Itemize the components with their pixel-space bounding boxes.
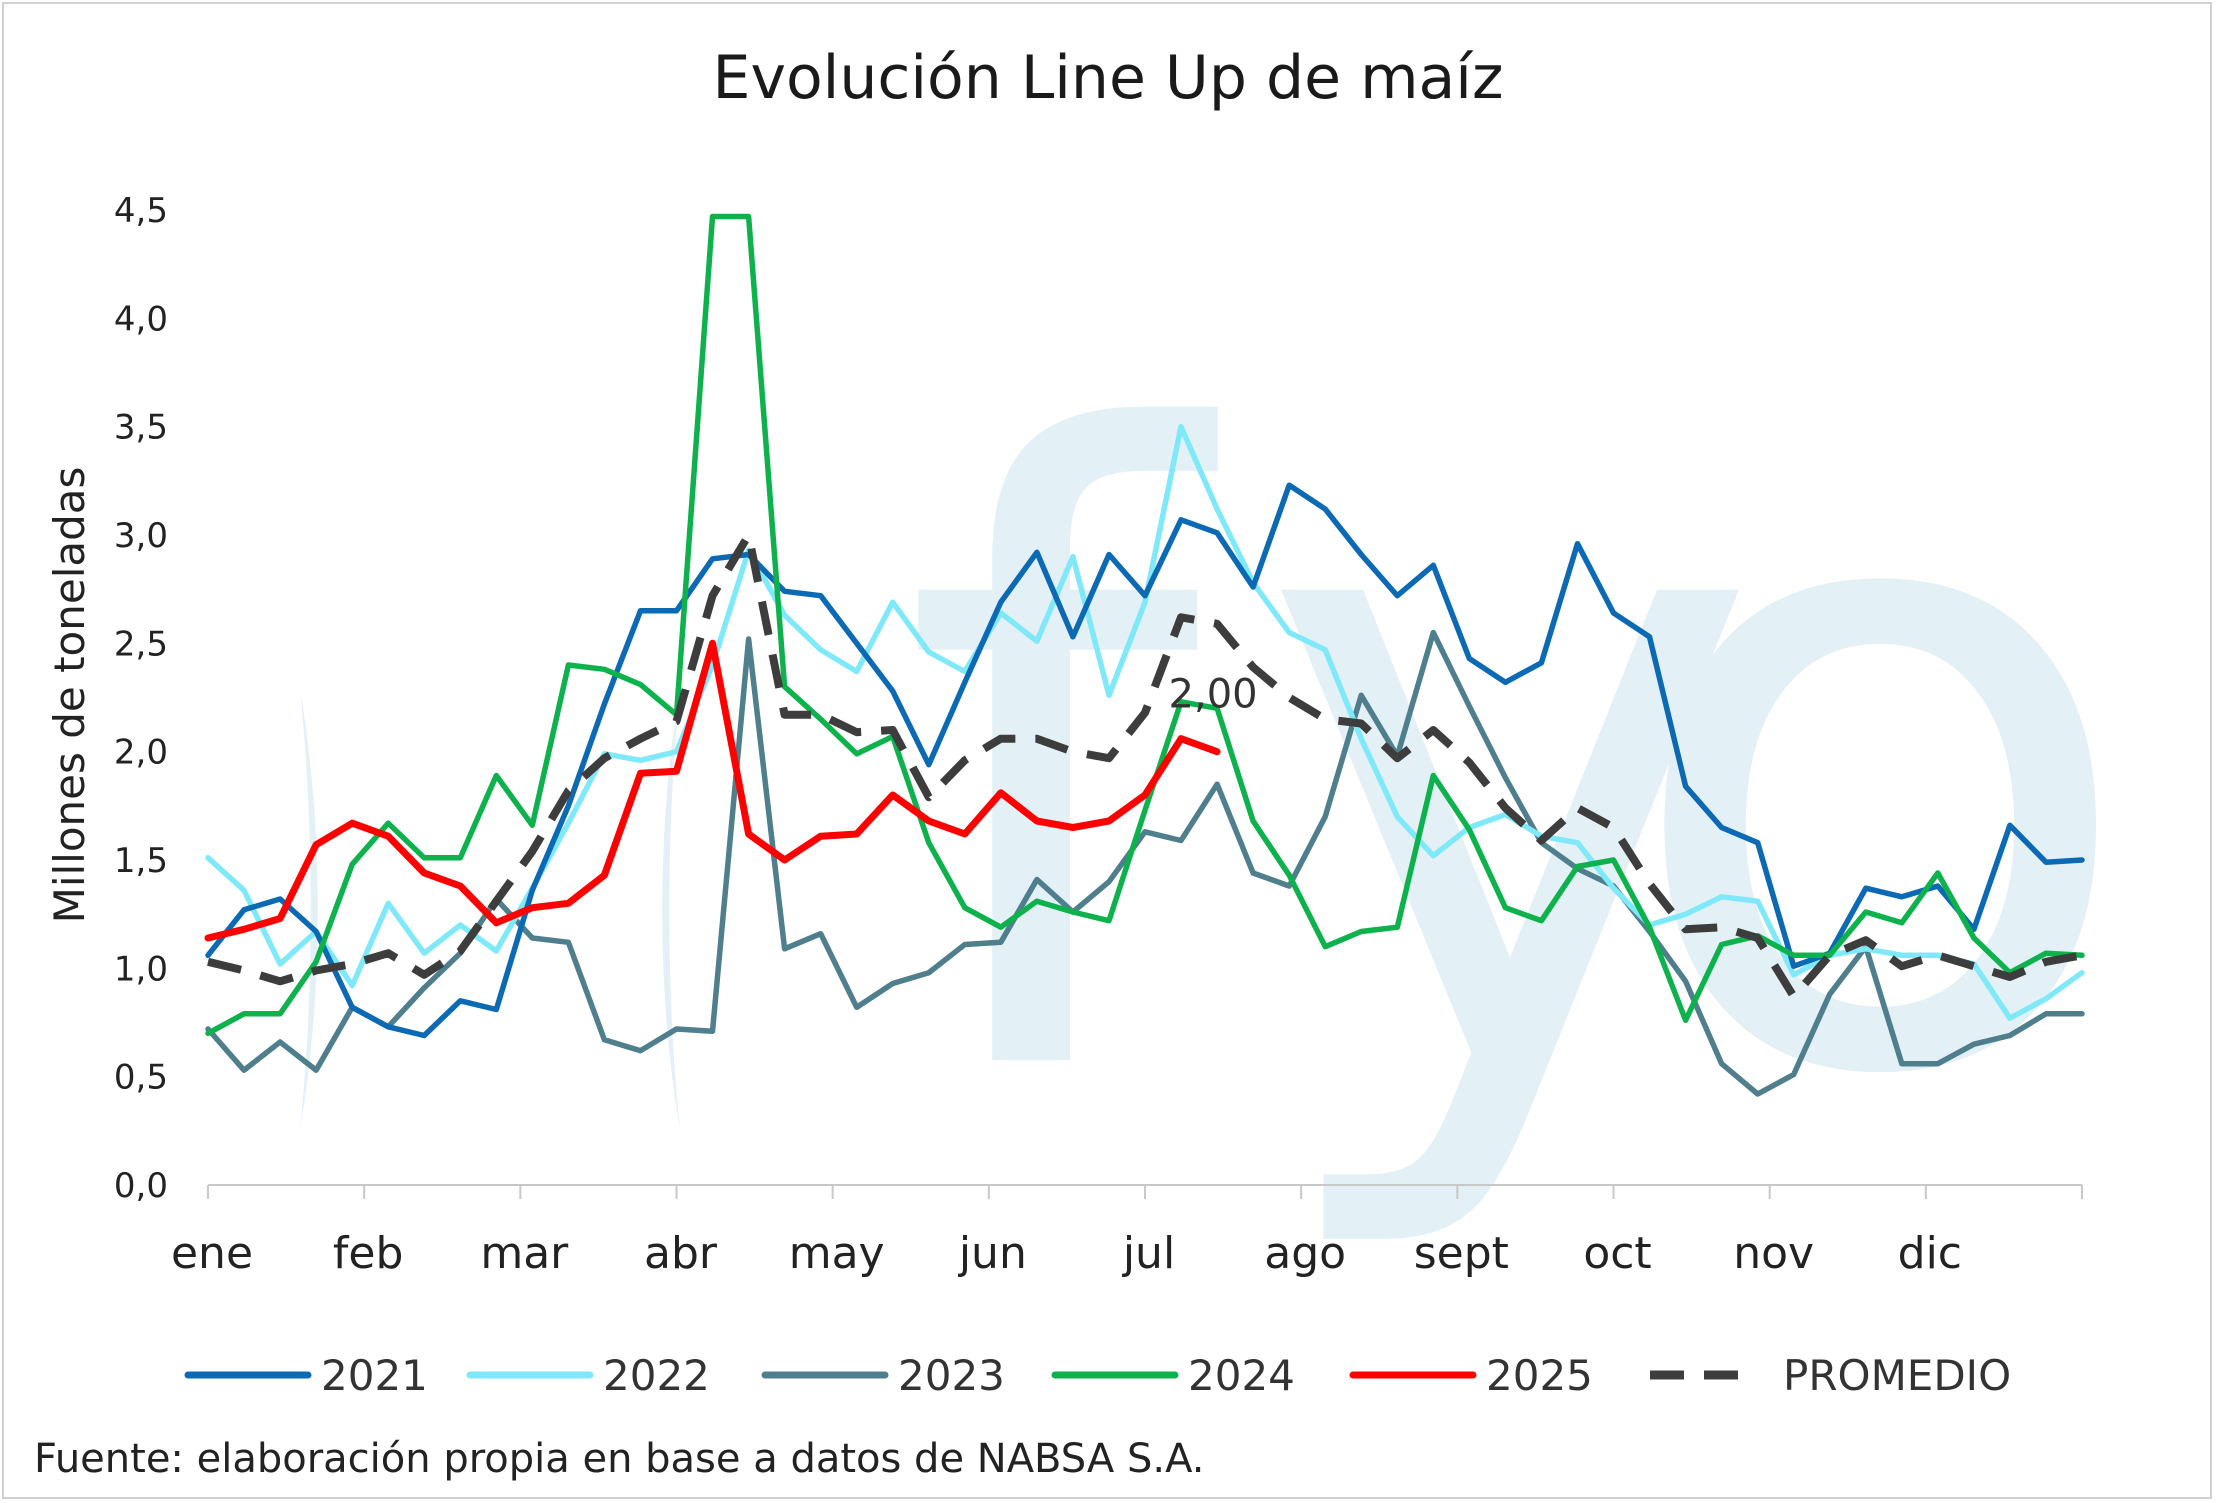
legend-label-2025: 2025 (1486, 1351, 1593, 1400)
x-tick-label: dic (1898, 1228, 1962, 1279)
legend-label-2023: 2023 (898, 1351, 1005, 1400)
y-axis-label: Millones de toneladas (45, 467, 94, 924)
y-tick-label: 3,5 (114, 408, 168, 448)
watermark-letter: f (899, 262, 1222, 1263)
x-tick-label: nov (1733, 1228, 1814, 1279)
series-lines (204, 213, 2085, 1097)
data-label: 2,00 (1169, 672, 1258, 718)
data-annotations: 2,00 (1169, 672, 1258, 718)
x-tick-label: ago (1264, 1228, 1346, 1279)
watermark-arc (662, 690, 680, 1130)
y-tick-label: 1,5 (114, 841, 168, 881)
x-tick-label: oct (1583, 1228, 1651, 1279)
y-tick-label: 4,0 (114, 299, 168, 339)
legend-label-promedio: PROMEDIO (1783, 1351, 2011, 1400)
legend-label-2021: 2021 (321, 1351, 428, 1400)
series-line-promedio (207, 531, 2083, 1001)
x-tick-label: jun (958, 1228, 1027, 1279)
x-tick-label: mar (480, 1228, 569, 1279)
series-line-2021 (205, 482, 2085, 1039)
y-tick-label: 1,0 (114, 949, 168, 989)
x-tick-label: abr (644, 1228, 718, 1279)
x-axis-ticks: ene feb mar abr may jun jul ago sept oct nov dic (171, 1185, 2083, 1279)
x-tick-label: feb (333, 1228, 404, 1279)
watermark-logo: f yo (300, 262, 2143, 1263)
y-tick-label: 0,5 (114, 1058, 168, 1098)
y-tick-label: 0,0 (114, 1166, 168, 1206)
chart-title: Evolución Line Up de maíz (713, 43, 1504, 113)
y-axis-ticks: 0,0 0,5 1,0 1,5 2,0 2,5 3,0 3,5 4,0 4,5 (114, 191, 168, 1206)
watermark-arc (300, 690, 318, 1130)
legend-label-2024: 2024 (1188, 1351, 1295, 1400)
chart-legend: 2021 2022 2023 2024 2025 PROMEDIO (184, 1351, 2011, 1400)
legend-label-2022: 2022 (603, 1351, 710, 1400)
x-tick-label: may (789, 1228, 885, 1279)
x-tick-label: jul (1122, 1228, 1175, 1279)
series-line-2025 (204, 639, 1221, 942)
series-line-2024 (205, 213, 2085, 1037)
y-tick-label: 4,5 (114, 191, 168, 231)
y-tick-label: 2,0 (114, 733, 168, 773)
y-tick-label: 2,5 (114, 624, 168, 664)
x-tick-label: sept (1414, 1228, 1509, 1279)
y-tick-label: 3,0 (114, 516, 168, 556)
x-tick-label: ene (171, 1228, 253, 1279)
source-note: Fuente: elaboración propia en base a dat… (34, 1436, 1205, 1482)
watermark-letter: o (1617, 262, 2143, 1263)
